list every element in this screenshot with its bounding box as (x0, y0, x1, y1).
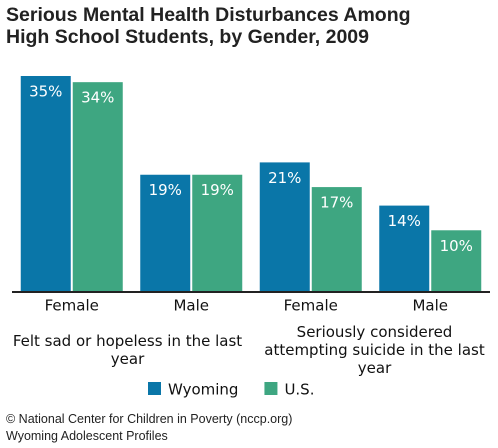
value-label: 35% (29, 83, 62, 101)
x-tick-label: Male (173, 297, 209, 315)
x-tick-label: Female (284, 297, 338, 315)
bar (20, 76, 71, 292)
value-label: 10% (440, 237, 473, 255)
value-label: 19% (149, 181, 182, 199)
bar (379, 205, 430, 292)
value-label: 17% (320, 194, 353, 212)
bar (431, 230, 482, 292)
x-tick-label: Male (412, 297, 448, 315)
value-label: 19% (201, 181, 234, 199)
legend-swatch (264, 382, 278, 395)
group-label: Seriously considered attempting suicide … (264, 323, 485, 377)
bar (311, 187, 362, 292)
group-label: Felt sad or hopeless in the last year (12, 332, 243, 368)
x-tick-label: Female (45, 297, 99, 315)
bar (259, 162, 310, 292)
bar (140, 174, 191, 292)
value-label: 14% (388, 212, 421, 230)
legend-label: U.S. (284, 381, 314, 399)
source-line: Wyoming Adolescent Profiles (6, 429, 168, 443)
source-line: © National Center for Children in Povert… (6, 412, 293, 426)
bar (192, 174, 243, 292)
value-label: 21% (268, 169, 301, 187)
legend-label: Wyoming (168, 381, 238, 399)
value-label: 34% (81, 89, 114, 107)
legend-swatch (148, 382, 161, 395)
bar (72, 82, 123, 293)
chart-title: Serious Mental Health Disturbances Among… (6, 4, 411, 48)
